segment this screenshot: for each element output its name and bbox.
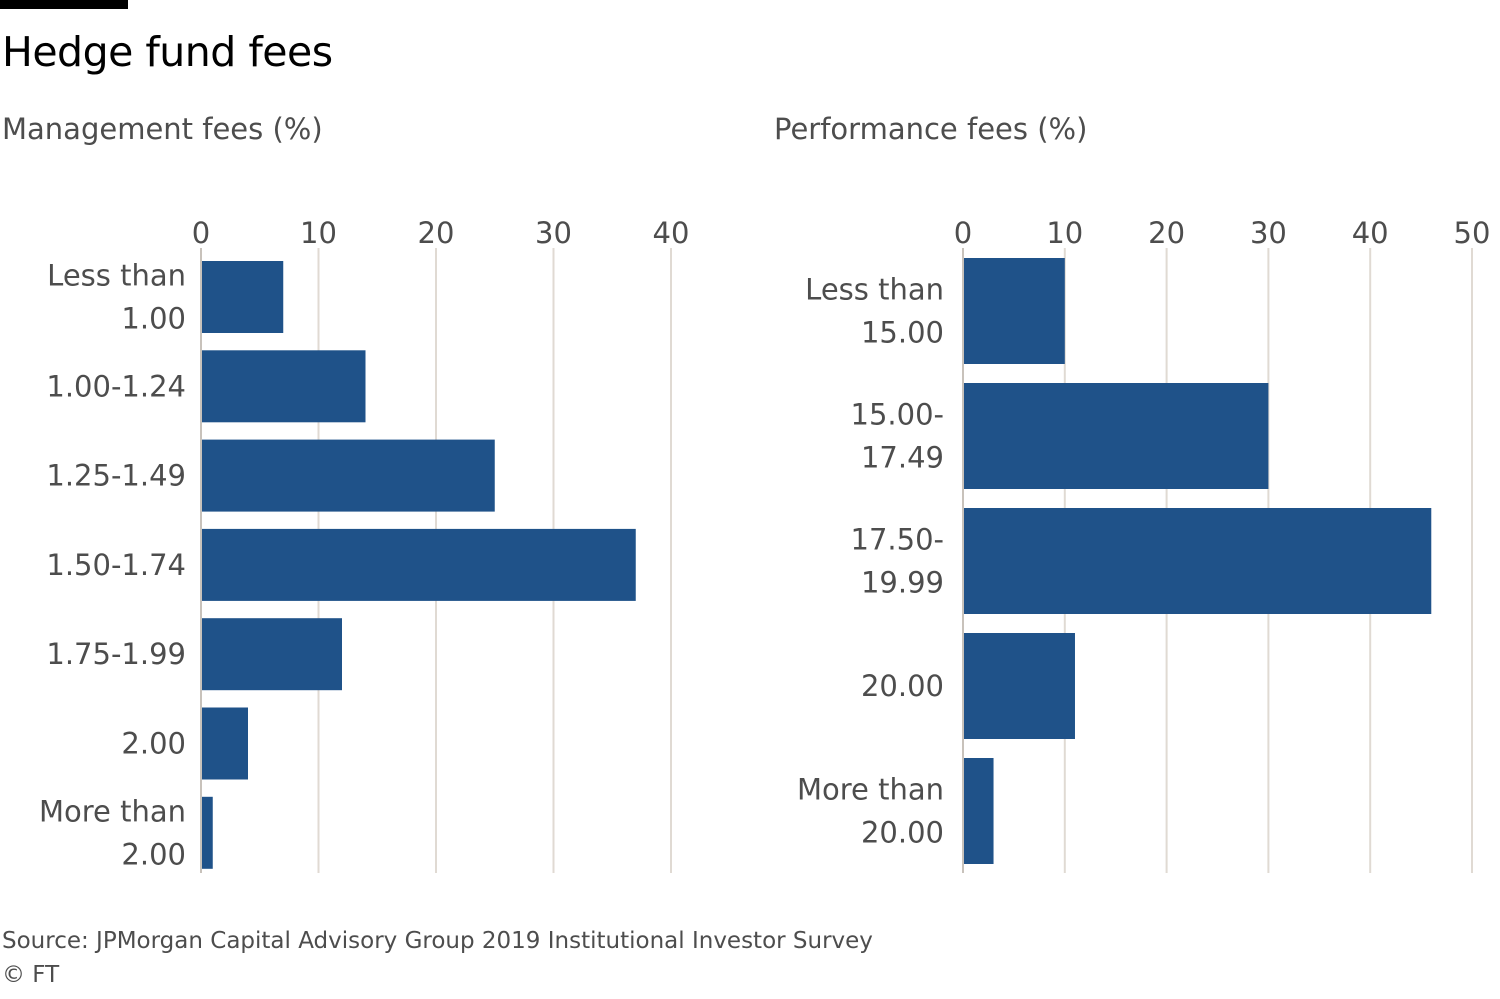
copyright: © FT [2, 962, 60, 988]
category-label: 1.00-1.24 [46, 369, 186, 403]
bar [202, 439, 495, 512]
category-label: 1.25-1.49 [46, 459, 186, 493]
tick-label: 40 [653, 216, 690, 250]
header-rule [0, 0, 128, 9]
category-label: 15.00-17.49 [851, 398, 945, 475]
bar [964, 258, 1065, 364]
category-label: 1.50-1.74 [46, 548, 186, 582]
tick-label: 30 [1250, 216, 1287, 250]
right-chart-title: Performance fees (%) [774, 112, 1088, 146]
tick-label: 10 [1046, 216, 1083, 250]
tick-label: 40 [1352, 216, 1389, 250]
left-chart-title: Management fees (%) [2, 112, 323, 146]
bar [202, 350, 366, 423]
category-label: More than 20.00 [797, 773, 944, 850]
bar [964, 508, 1432, 614]
tick-label: 30 [535, 216, 572, 250]
category-label: More than 2.00 [39, 794, 186, 871]
tick-label: 50 [1454, 216, 1491, 250]
chart-title: Hedge fund fees [2, 28, 333, 76]
category-label: 2.00 [121, 727, 186, 761]
category-label: 20.00 [861, 669, 944, 703]
bar [964, 758, 994, 864]
bar [202, 528, 636, 601]
bar [202, 618, 342, 691]
category-label: Less than 1.00 [47, 259, 186, 336]
tick-label: 0 [192, 216, 210, 250]
tick-label: 20 [1148, 216, 1185, 250]
category-label: Less than 15.00 [805, 273, 944, 350]
tick-label: 10 [300, 216, 337, 250]
tick-label: 20 [418, 216, 455, 250]
bar [202, 261, 284, 333]
bar [202, 707, 248, 780]
source-note: Source: JPMorgan Capital Advisory Group … [2, 928, 873, 954]
category-label: 17.50-19.99 [851, 523, 945, 600]
bar [202, 796, 213, 869]
tick-label: 0 [954, 216, 972, 250]
category-label: 1.75-1.99 [46, 637, 186, 671]
bar [964, 383, 1269, 489]
bar [964, 633, 1075, 739]
